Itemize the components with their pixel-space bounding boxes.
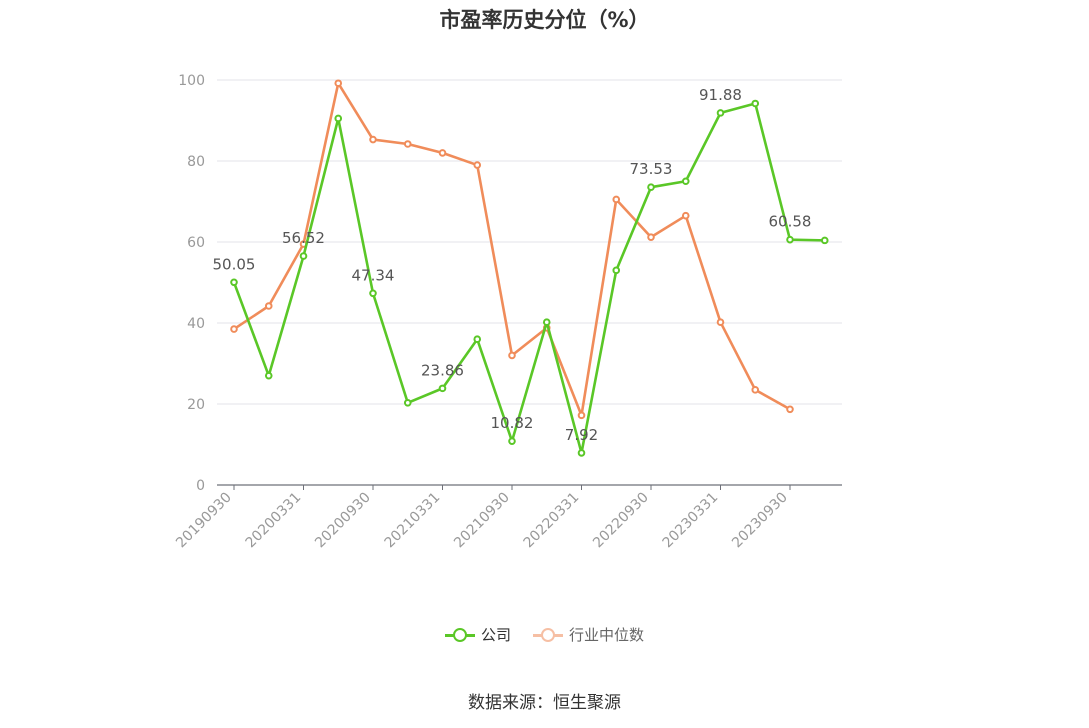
data-point-series-1 <box>716 318 725 326</box>
data-label: 23.86 <box>421 361 464 379</box>
data-point-series-0 <box>751 99 760 108</box>
data-label: 56.52 <box>282 229 325 247</box>
y-tick-label: 40 <box>187 316 205 332</box>
data-point-series-0 <box>577 449 586 457</box>
x-tick-label: 20210331 <box>382 490 444 552</box>
series-line-0 <box>232 102 825 455</box>
legend-company-swatch-icon <box>444 627 475 643</box>
series <box>230 79 829 457</box>
data-point-series-0 <box>508 437 516 445</box>
y-tick-label: 80 <box>187 154 205 170</box>
data-point-series-0 <box>681 177 690 186</box>
x-tick-label: 20220331 <box>521 490 583 552</box>
data-point-series-1 <box>508 351 516 360</box>
series-line-1 <box>233 81 791 417</box>
data-point-series-1 <box>473 161 482 169</box>
data-point-series-1 <box>438 149 447 157</box>
data-point-series-0 <box>438 384 447 393</box>
legend-industry-label: 行业中位数 <box>569 626 645 644</box>
legend-item-industry-median[interactable]: 行业中位数 <box>533 624 644 645</box>
data-label: 60.58 <box>769 213 812 231</box>
data-point-series-0 <box>334 114 343 123</box>
y-tick-label: 60 <box>187 235 205 251</box>
x-tick-label: 20200930 <box>312 490 374 552</box>
data-point-series-1 <box>786 405 794 414</box>
x-tick-label: 20200331 <box>243 490 305 552</box>
data-point-series-1 <box>681 211 690 220</box>
legend-industry-swatch-icon <box>533 627 563 643</box>
x-tick-label: 20230930 <box>729 490 791 552</box>
y-tick-label: 0 <box>196 478 205 494</box>
data-point-series-1 <box>647 233 655 241</box>
legend-item-company[interactable]: 公司 <box>444 624 511 645</box>
data-label: 47.34 <box>352 266 395 284</box>
data-point-series-0 <box>716 109 725 117</box>
data-point-series-1 <box>230 325 238 333</box>
data-label: 50.05 <box>213 255 256 273</box>
data-point-series-1 <box>264 302 273 310</box>
y-tick-label: 20 <box>187 397 205 413</box>
data-point-series-1 <box>369 135 377 144</box>
data-point-series-0 <box>264 371 273 380</box>
data-point-series-0 <box>369 289 377 298</box>
data-point-series-0 <box>612 266 621 275</box>
data-point-series-1 <box>751 386 760 394</box>
y-tick-label: 100 <box>178 73 205 89</box>
data-point-series-0 <box>647 183 655 192</box>
legend: 公司 行业中位数 <box>0 624 1089 645</box>
x-tick-label: 20230331 <box>660 490 722 552</box>
data-label: 7.92 <box>565 426 598 444</box>
data-label: 91.88 <box>699 86 742 104</box>
data-point-series-1 <box>403 140 412 148</box>
data-point-series-0 <box>542 318 551 326</box>
data-labels: 50.05 56.52 47.34 23.86 10.82 7.92 73.53 91.88 6… <box>213 86 812 444</box>
x-tick-label: 20190930 <box>173 490 235 552</box>
data-point-series-0 <box>786 235 794 244</box>
data-label: 10.82 <box>491 414 534 432</box>
data-point-series-1 <box>334 79 343 88</box>
chart-title: 市盈率历史分位（%） <box>439 8 650 32</box>
data-point-series-0 <box>230 278 238 287</box>
data-label: 73.53 <box>630 160 673 178</box>
data-point-series-1 <box>612 195 621 204</box>
x-tick-label: 20220930 <box>590 490 652 552</box>
data-point-series-0 <box>473 335 482 344</box>
data-point-series-0 <box>820 236 829 245</box>
data-point-series-1 <box>577 411 586 420</box>
data-source-note: 数据来源：恒生聚源 <box>468 693 621 713</box>
x-tick-label: 20210930 <box>451 490 513 552</box>
legend-company-label: 公司 <box>480 626 511 644</box>
data-point-series-0 <box>299 252 308 260</box>
data-point-series-0 <box>403 398 412 407</box>
